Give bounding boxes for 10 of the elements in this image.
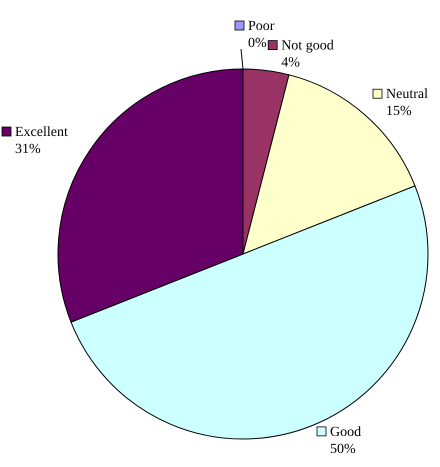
data-label: 50% xyxy=(330,442,356,457)
legend-label: Neutral xyxy=(386,87,428,102)
legend-label: Excellent xyxy=(15,125,68,140)
data-label: 15% xyxy=(386,104,412,120)
legend-label: Poor xyxy=(248,19,275,34)
data-label: 4% xyxy=(281,56,300,71)
data-label: 31% xyxy=(15,142,41,158)
legend-label: Not good xyxy=(281,38,334,54)
legend-label: Good xyxy=(330,424,362,440)
text: 0% xyxy=(248,36,267,51)
